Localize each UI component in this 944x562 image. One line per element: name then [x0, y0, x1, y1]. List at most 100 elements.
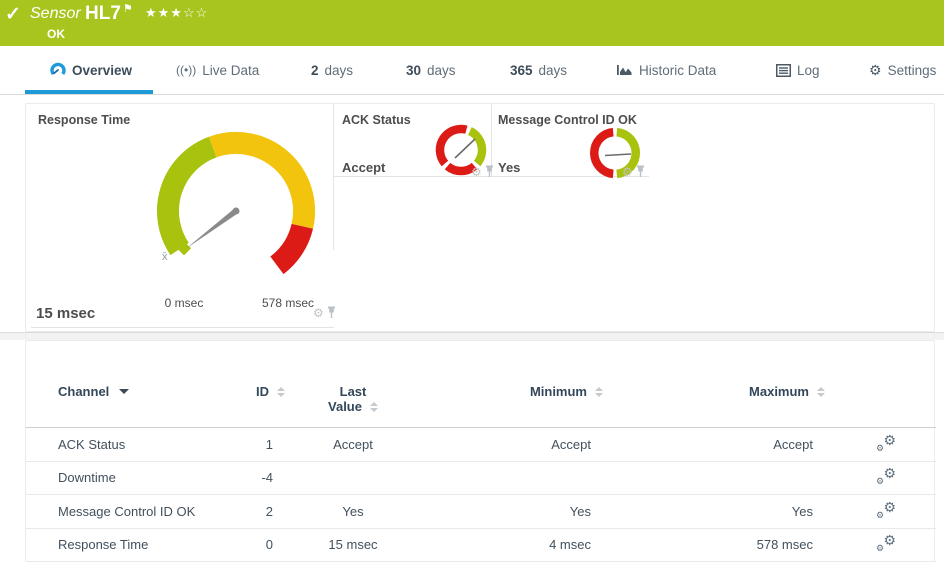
- sort-icon[interactable]: [369, 401, 378, 412]
- response-tile-actions: ⚙: [313, 306, 336, 319]
- channel-last-value: Yes: [342, 503, 364, 519]
- panel-gap: [0, 332, 944, 340]
- channel-maximum: Yes: [791, 503, 813, 519]
- channel-id: -4: [261, 470, 273, 486]
- tab-log[interactable]: Log: [776, 46, 820, 94]
- tab-30-days-number: 30: [406, 62, 422, 78]
- channel-id: 1: [265, 436, 273, 452]
- response-tile-bottom-rule: [31, 327, 334, 328]
- gauge-max-label: 578 msec: [261, 296, 315, 310]
- ack-tile-actions: ⚙: [471, 165, 494, 178]
- tab-2-days-label: days: [324, 62, 354, 78]
- gauge-needle: [186, 208, 238, 249]
- stars-filled[interactable]: ★★★: [145, 5, 183, 20]
- channel-settings-icon[interactable]: ⚙ ⚙: [876, 498, 896, 520]
- response-time-gauge[interactable]: x̄: [148, 131, 324, 287]
- tab-30-days[interactable]: 30 days: [406, 46, 456, 94]
- tile-divider-vertical-2: [491, 104, 492, 176]
- tab-settings[interactable]: ⚙ Settings: [869, 46, 936, 94]
- channel-settings-icon[interactable]: ⚙ ⚙: [876, 431, 896, 453]
- tab-overview-label: Overview: [72, 62, 133, 78]
- channel-id: 0: [265, 537, 273, 553]
- tile-gear-icon[interactable]: ⚙: [622, 164, 633, 179]
- sensor-status-text: OK: [47, 27, 65, 41]
- message-control-gauge[interactable]: [587, 125, 643, 181]
- channel-settings-icon[interactable]: ⚙ ⚙: [876, 465, 896, 487]
- channels-table: Channel ID Last Value Minimum Maximum: [26, 341, 936, 562]
- ack-status-gauge[interactable]: [433, 122, 489, 178]
- priority-stars[interactable]: ★★★☆☆: [145, 5, 208, 21]
- table-header-row: Channel ID Last Value Minimum Maximum: [26, 341, 936, 428]
- tile-pin-icon[interactable]: [327, 306, 336, 319]
- channel-id: 2: [265, 503, 273, 519]
- gauge-needle: [604, 153, 632, 157]
- sensor-status-bar: ✓ Sensor HL7 ⚑ ★★★☆☆ OK: [0, 0, 944, 46]
- response-time-title: Response Time: [38, 113, 131, 127]
- channel-name-link[interactable]: Downtime: [58, 470, 116, 486]
- channel-maximum: Accept: [773, 436, 813, 452]
- channel-last-value: 15 msec: [328, 537, 378, 553]
- tab-365-days-label: days: [538, 62, 568, 78]
- channel-name-link[interactable]: Response Time: [58, 537, 149, 553]
- message-tile-actions: ⚙: [622, 165, 645, 178]
- gauge-icon: [50, 62, 66, 78]
- channel-minimum: 4 msec: [549, 537, 591, 553]
- sort-icon[interactable]: [817, 386, 825, 397]
- tab-live-data-label: Live Data: [202, 62, 260, 78]
- message-control-value: Yes: [498, 160, 521, 175]
- tab-live-data[interactable]: ((•)) Live Data: [176, 62, 260, 78]
- tab-overview[interactable]: Overview: [50, 46, 132, 94]
- historic-chart-icon: [617, 63, 633, 77]
- tab-2-days[interactable]: 2 days: [311, 46, 353, 94]
- tab-365-days-number: 365: [510, 62, 533, 78]
- tile-gear-icon[interactable]: ⚙: [471, 164, 482, 179]
- channel-maximum: 578 msec: [756, 537, 813, 553]
- message-control-title: Message Control ID OK: [498, 113, 637, 127]
- table-row: ACK Status 1 Accept Accept Accept ⚙ ⚙: [26, 428, 936, 462]
- ack-status-value: Accept: [342, 160, 386, 175]
- channel-name-link[interactable]: ACK Status: [58, 436, 126, 452]
- channel-settings-icon[interactable]: ⚙ ⚙: [876, 532, 896, 554]
- tab-30-days-label: days: [427, 62, 456, 78]
- channels-panel: Channel ID Last Value Minimum Maximum: [25, 340, 936, 562]
- table-row: Downtime -4 ⚙ ⚙: [26, 462, 936, 495]
- channel-minimum: Yes: [569, 503, 591, 519]
- tab-settings-label: Settings: [887, 62, 937, 78]
- gauge-needle: [454, 138, 476, 159]
- column-header-channel[interactable]: Channel: [58, 384, 243, 399]
- overview-gauges-panel: Response Time x̄ 0 msec 578 msec 15 msec…: [25, 103, 935, 332]
- active-tab-underline: [25, 90, 153, 94]
- tile-divider-vertical-1: [333, 104, 334, 250]
- tile-divider-horizontal: [333, 176, 649, 177]
- tab-historic-data-label: Historic Data: [639, 62, 717, 78]
- tab-log-label: Log: [797, 62, 820, 78]
- tile-pin-icon[interactable]: [485, 165, 494, 178]
- object-kind-label: Sensor: [30, 5, 81, 22]
- tab-365-days[interactable]: 365 days: [510, 46, 567, 94]
- tile-gear-icon[interactable]: ⚙: [313, 305, 324, 320]
- column-header-last-value[interactable]: Last Value: [273, 384, 433, 414]
- channel-name-link[interactable]: Message Control ID OK: [58, 503, 196, 519]
- column-header-id[interactable]: ID: [243, 384, 285, 399]
- table-row: Message Control ID OK 2 Yes Yes Yes ⚙ ⚙: [26, 495, 936, 529]
- tab-historic-data[interactable]: Historic Data: [617, 46, 716, 94]
- status-check-icon: ✓: [5, 4, 21, 25]
- settings-gear-icon: ⚙: [869, 62, 882, 78]
- channel-last-value: Accept: [333, 436, 373, 452]
- response-time-value: 15 msec: [36, 305, 96, 322]
- tab-2-days-number: 2: [311, 62, 319, 78]
- sensor-name: HL7: [85, 3, 121, 24]
- table-row: Response Time 0 15 msec 4 msec 578 msec …: [26, 529, 936, 562]
- stars-empty[interactable]: ☆☆: [182, 5, 209, 20]
- log-icon: [776, 63, 791, 77]
- sort-icon[interactable]: [277, 386, 285, 397]
- tab-bar: Overview ((•)) Live Data 2 days 30 days …: [0, 46, 944, 95]
- priority-flag-icon[interactable]: ⚑: [123, 3, 133, 15]
- column-header-minimum[interactable]: Minimum: [433, 384, 603, 399]
- column-header-maximum[interactable]: Maximum: [591, 384, 825, 399]
- tile-pin-icon[interactable]: [636, 165, 645, 178]
- sort-desc-icon[interactable]: [119, 389, 130, 394]
- sort-icon[interactable]: [595, 386, 603, 397]
- gauge-min-label: 0 msec: [164, 296, 204, 310]
- mean-marker: x̄: [162, 251, 168, 263]
